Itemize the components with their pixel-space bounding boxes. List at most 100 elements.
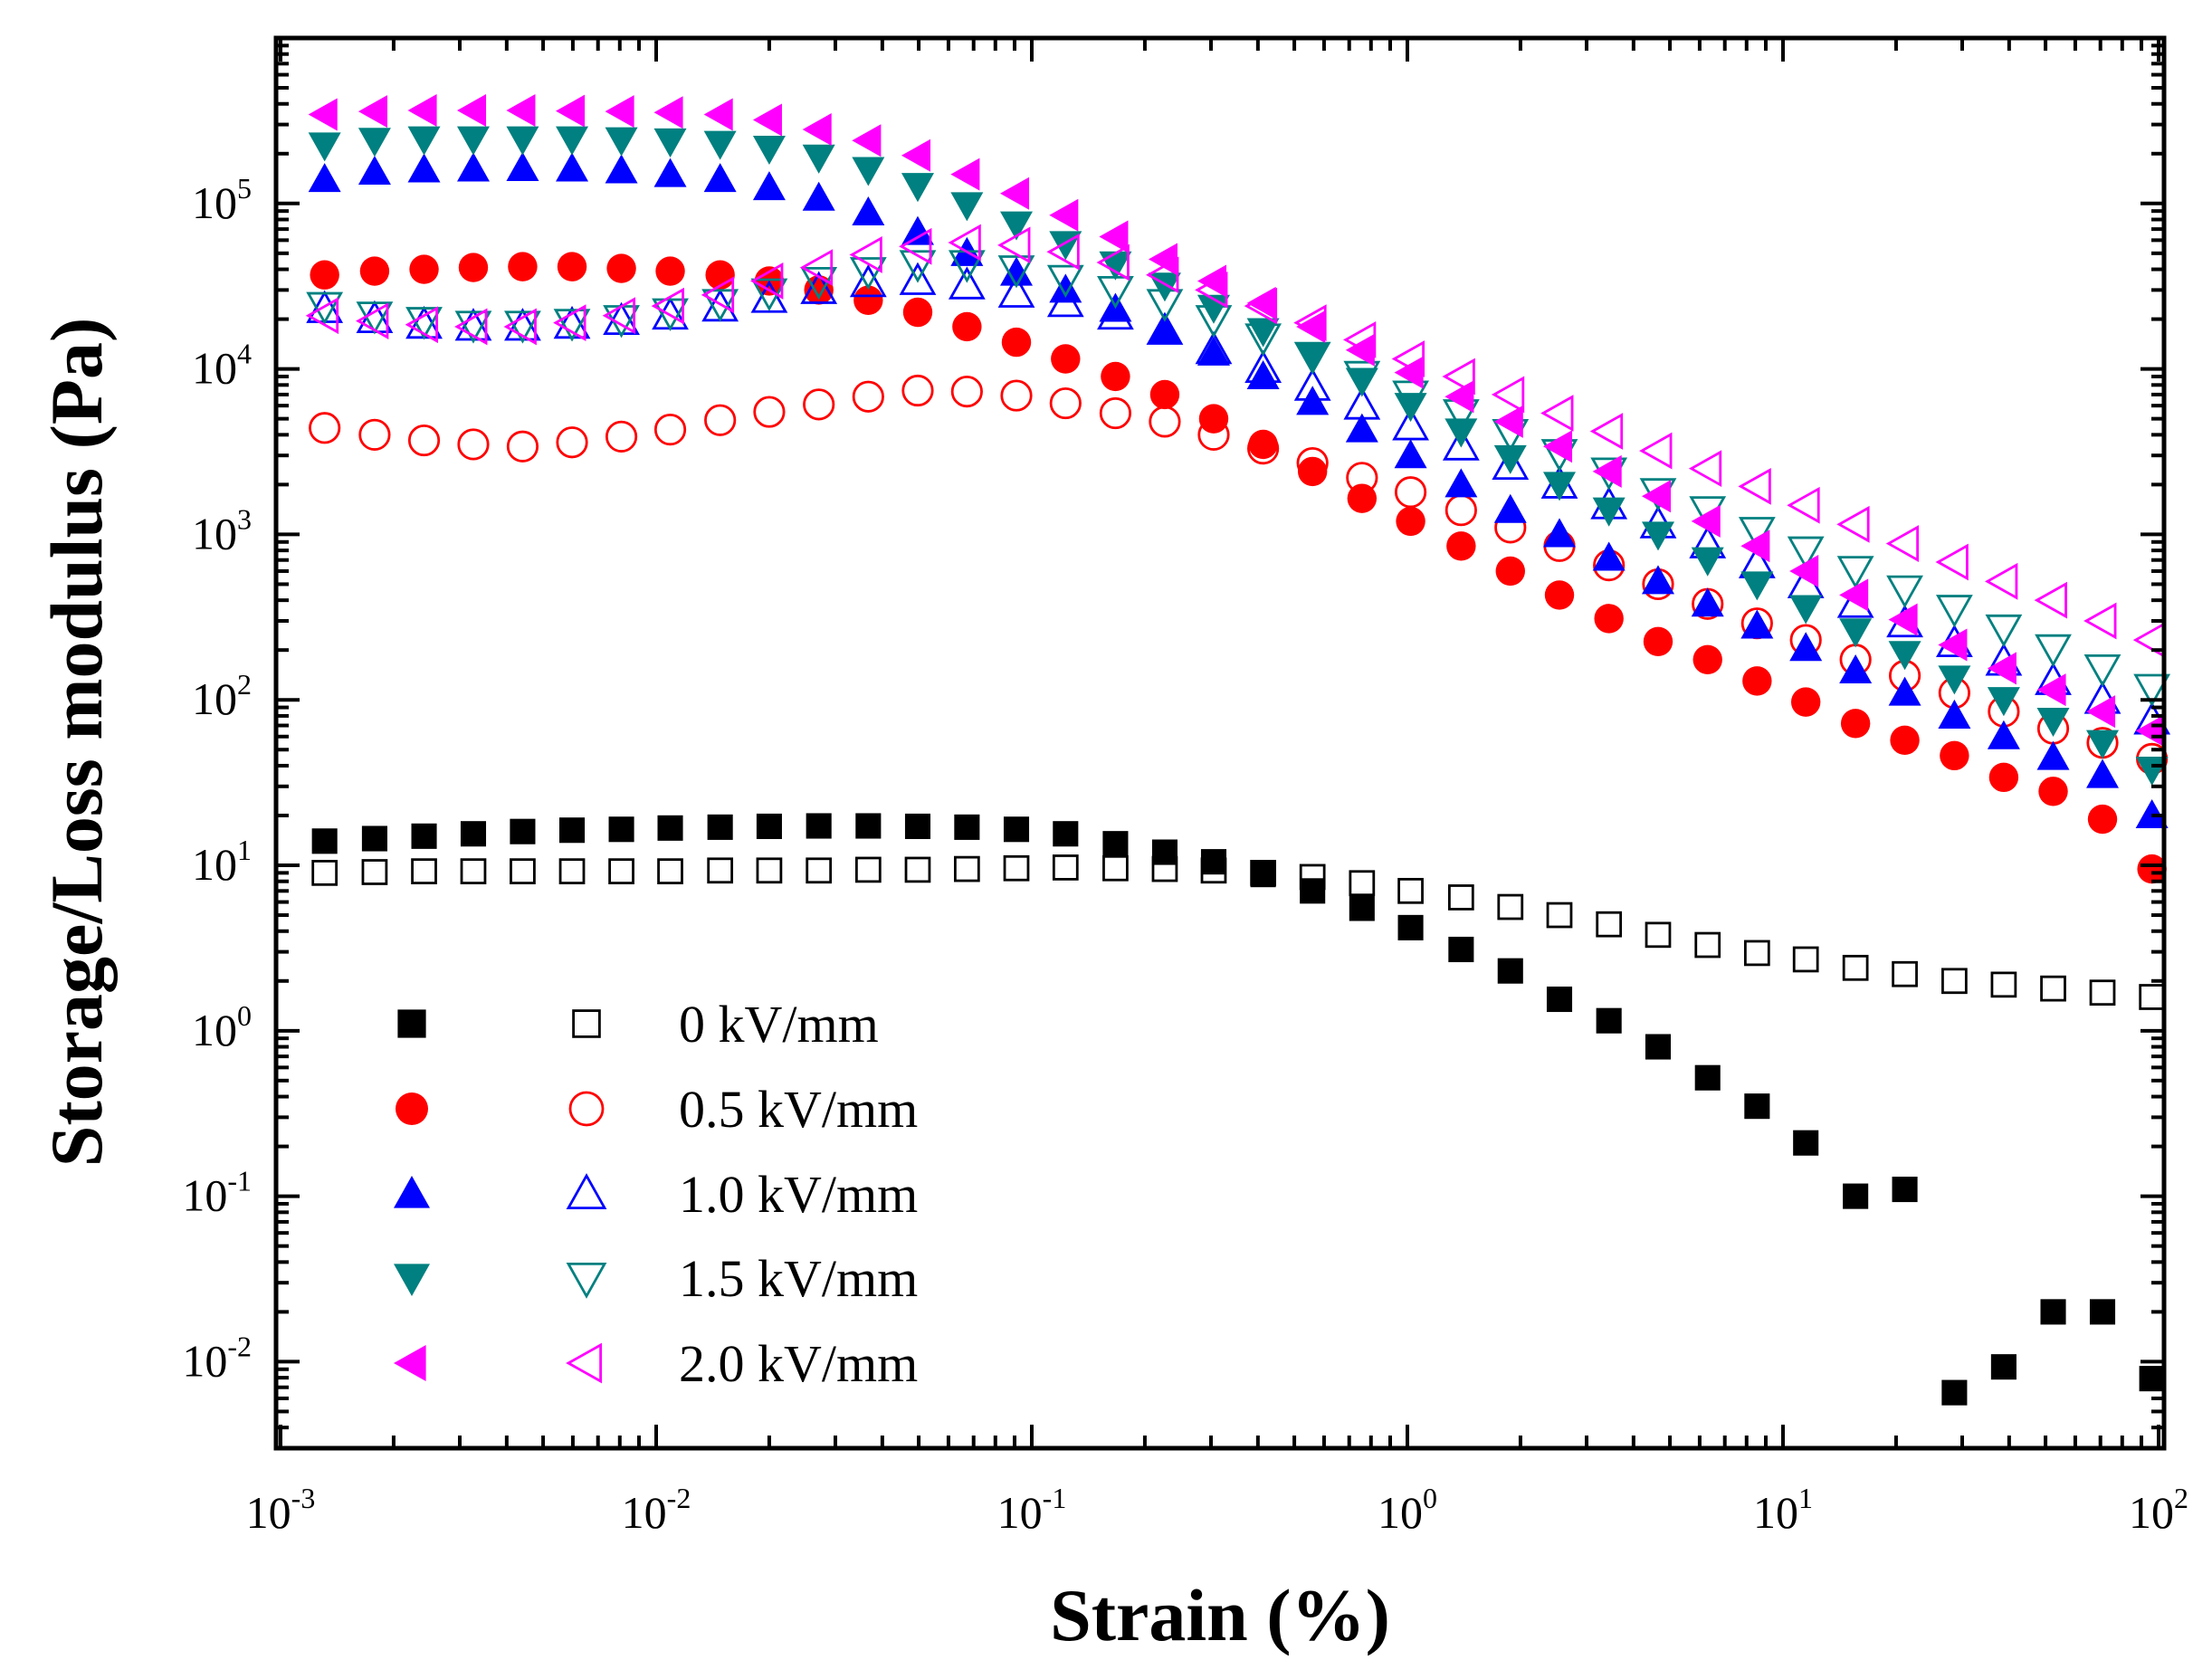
x-tick-label: 10-2 [622,1482,691,1538]
data-point [1740,609,1774,639]
data-point [1941,968,1968,995]
data-point [1839,618,1873,648]
data-point [1296,386,1330,415]
data-point [1053,821,1079,847]
data-point [806,857,833,884]
data-point [1246,359,1280,390]
data-point [2038,777,2068,806]
y-tick-label: 105 [192,172,252,228]
data-point [1639,432,1673,470]
data-point [1790,687,1821,717]
data-point [1938,665,1971,695]
data-point [556,126,589,156]
data-point [1740,571,1774,601]
data-point [1001,327,1032,358]
data-point [800,271,838,304]
data-point [2089,979,2116,1006]
data-point [405,306,438,344]
data-point [904,813,931,839]
data-point [799,249,834,286]
data-point [361,859,388,885]
data-point [1149,379,1180,410]
legend-entry: 1.5 kV/mm [394,1249,918,1308]
data-point [1935,543,1969,581]
data-point [1444,418,1478,448]
data-point [1495,556,1525,587]
data-point [1645,921,1672,949]
data-point [556,94,586,128]
data-point [652,298,689,331]
data-point [1641,565,1674,595]
data-point [456,126,490,156]
data-point [1892,1177,1918,1203]
data-point [1049,198,1079,232]
legend-marker-open [568,1091,605,1127]
data-point [1296,343,1330,373]
data-point [953,855,980,882]
data-point [407,153,441,183]
data-point [954,814,980,840]
data-point [2086,730,2120,759]
data-point [1840,709,1871,739]
data-point [1743,940,1770,967]
data-point [1493,444,1527,474]
data-point [703,163,737,193]
data-point [1349,870,1376,897]
axis-ticks [276,38,2164,1448]
data-point [1148,314,1181,344]
legend-label: 1.5 kV/mm [679,1249,918,1308]
series-g-0-kv-mm [311,854,2166,1010]
data-point [407,424,441,457]
y-tick-label: 104 [192,338,252,394]
data-point [1990,971,2017,998]
legend-marker-open [566,1263,607,1299]
data-point [1000,256,1034,286]
data-point [407,126,441,156]
data-point [1892,960,1918,987]
data-point [2040,975,2066,1002]
data-point [558,817,586,844]
data-point [1003,854,1030,882]
data-point [1787,486,1820,524]
data-point [1787,536,1825,569]
data-point [2040,1299,2066,1325]
data-point [1345,367,1378,397]
data-point [1000,211,1034,241]
data-point [904,856,931,883]
data-point [901,138,931,172]
data-point [852,196,885,225]
data-point [1444,468,1478,498]
data-point [1888,676,1921,706]
data-point [460,821,487,847]
legend-label: 0.5 kV/mm [679,1080,918,1139]
y-tick-label: 103 [192,502,252,558]
data-point [1099,220,1129,253]
data-point [752,135,786,166]
data-point [407,94,437,128]
data-point [308,163,341,193]
data-point [997,274,1035,308]
data-point [405,307,443,340]
y-tick-label: 102 [192,668,252,724]
data-point [510,818,536,844]
data-point [556,152,589,182]
data-point [1051,344,1081,374]
x-tick-label: 10-1 [997,1482,1067,1538]
data-point [504,310,541,344]
legend-label: 0 kV/mm [679,995,879,1054]
data-point [1396,506,1425,537]
data-point [1885,525,1920,562]
data-point [2036,740,2070,770]
data-point [1987,687,2020,717]
data-point [1102,854,1129,882]
data-point [1688,450,1722,488]
data-point [1049,273,1082,303]
data-point [1394,356,1424,389]
data-point [1692,644,1722,674]
data-point [849,236,882,273]
y-tick-label: 100 [192,999,252,1055]
legend-label: 2.0 kV/mm [679,1334,918,1393]
data-point [2086,695,2116,729]
data-point [2089,1299,2116,1325]
